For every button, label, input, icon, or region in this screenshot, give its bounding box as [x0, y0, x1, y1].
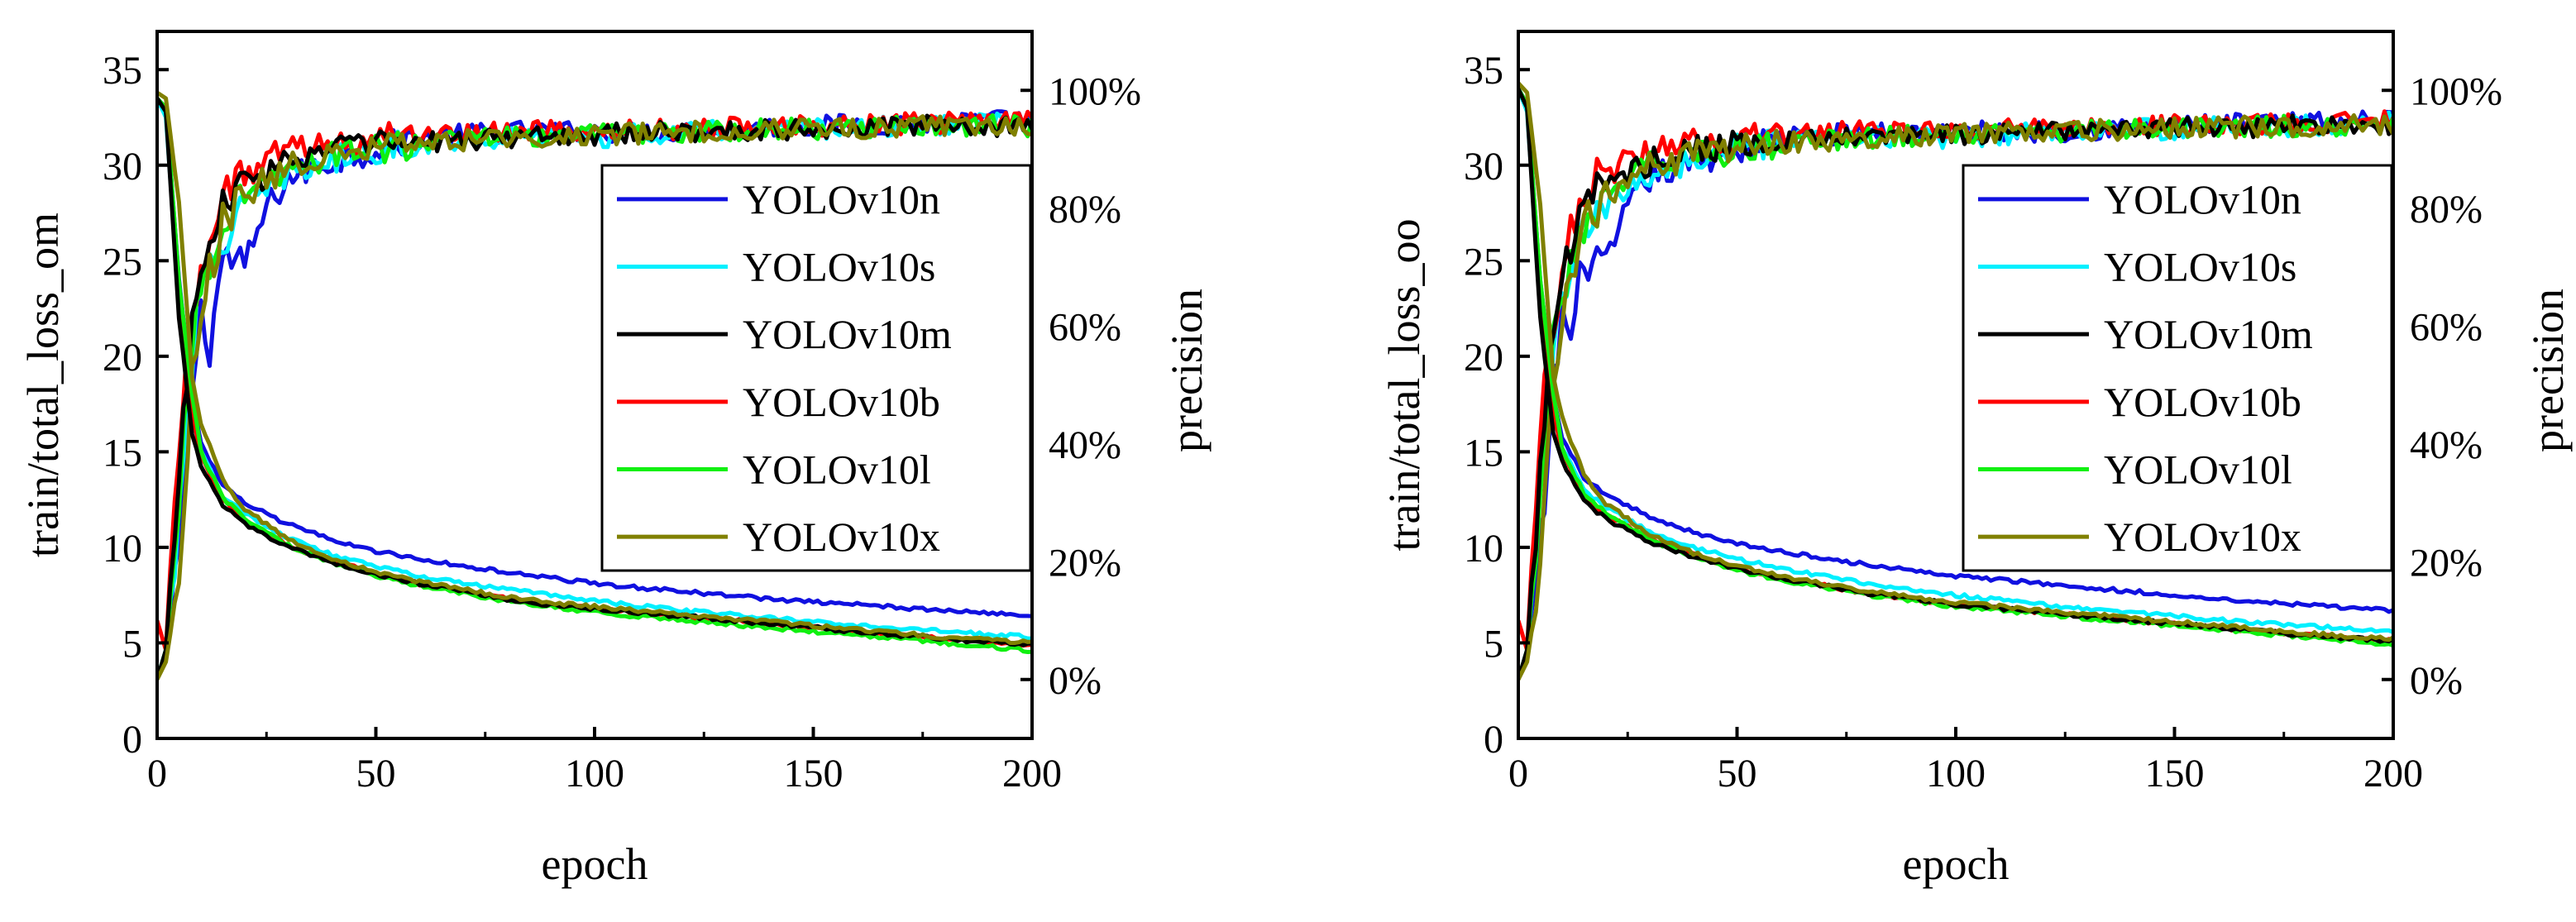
- legend-item: YOLOv10s: [617, 244, 935, 290]
- legend-label: YOLOv10l: [743, 447, 931, 493]
- legend-label: YOLOv10s: [743, 244, 935, 290]
- plot-area: [1518, 81, 2393, 681]
- plot-area: [157, 90, 1032, 681]
- y-left-tick-label: 35: [1464, 49, 1503, 93]
- legend-label: YOLOv10x: [2104, 514, 2301, 560]
- y-right-axis-title: precision: [2523, 289, 2573, 452]
- y-right-tick-label: 80%: [2410, 188, 2483, 232]
- loss-series-line-YOLOv10s: [1518, 88, 2393, 634]
- legend-item: YOLOv10n: [617, 176, 940, 222]
- y-left-tick-label: 15: [1464, 431, 1503, 475]
- y-left-tick-label: 15: [103, 431, 142, 475]
- y-left-tick-label: 25: [1464, 240, 1503, 284]
- legend-item: YOLOv10s: [1978, 244, 2296, 290]
- y-right-tick-label: 100%: [1049, 69, 1141, 113]
- y-left-tick-label: 20: [1464, 336, 1503, 380]
- y-right-tick-label: 80%: [1049, 188, 1121, 232]
- legend-label: YOLOv10x: [743, 514, 940, 560]
- legend-item: YOLOv10x: [1978, 514, 2301, 560]
- y-left-tick-label: 10: [103, 527, 142, 571]
- x-tick-label: 200: [2363, 752, 2423, 795]
- legend-label: YOLOv10n: [743, 176, 940, 222]
- precision-series-line-YOLOv10m: [1518, 113, 2393, 681]
- y-left-tick-label: 5: [122, 622, 142, 666]
- legend-item: YOLOv10l: [1978, 447, 2292, 493]
- y-left-tick-label: 30: [1464, 145, 1503, 189]
- legend: YOLOv10n YOLOv10s YOLOv10m YOLOv10b YOLOv10l…: [1962, 164, 2393, 572]
- y-right-tick-label: 0%: [2410, 659, 2463, 703]
- x-tick-label: 150: [2145, 752, 2205, 795]
- y-right-axis-title: precision: [1162, 289, 1212, 452]
- y-left-axis-title: train/total_loss_om: [18, 213, 68, 557]
- y-left-tick-label: 25: [103, 240, 142, 284]
- x-tick-label: 150: [784, 752, 844, 795]
- legend: YOLOv10n YOLOv10s YOLOv10m YOLOv10b YOLOv10l…: [600, 164, 1032, 572]
- x-tick-label: 50: [356, 752, 396, 795]
- x-tick-label: 50: [1718, 752, 1757, 795]
- loss-series-line-YOLOv10n: [157, 97, 1032, 619]
- legend-box: [600, 164, 1032, 572]
- legend-label: YOLOv10m: [2104, 311, 2313, 357]
- chart-panel-oo: 0 50 100 150 200 0 5 10 15 20 25 30 35 0% 20% 40% 60% 80%…: [1379, 30, 2573, 889]
- legend-item: YOLOv10m: [617, 311, 952, 357]
- x-tick-label: 0: [147, 752, 167, 795]
- legend-item: YOLOv10b: [1978, 379, 2301, 425]
- legend-label: YOLOv10m: [743, 311, 952, 357]
- y-right-tick-label: 0%: [1049, 659, 1102, 703]
- legend-label: YOLOv10n: [2104, 176, 2301, 222]
- legend-label: YOLOv10b: [2104, 379, 2301, 425]
- legend-item: YOLOv10b: [617, 379, 940, 425]
- x-tick-label: 200: [1002, 752, 1062, 795]
- y-left-tick-label: 0: [1484, 718, 1503, 762]
- y-right-tick-label: 20%: [1049, 541, 1121, 585]
- precision-series-line-YOLOv10x: [1518, 112, 2393, 681]
- y-right-tick-label: 60%: [1049, 305, 1121, 349]
- legend-label: YOLOv10b: [743, 379, 940, 425]
- legend-label: YOLOv10s: [2104, 244, 2296, 290]
- y-right-tick-label: 40%: [1049, 423, 1121, 467]
- y-left-tick-label: 10: [1464, 527, 1503, 571]
- precision-series-line-YOLOv10x: [157, 114, 1032, 681]
- loss-series-line-YOLOv10s: [157, 97, 1032, 641]
- x-tick-label: 100: [1926, 752, 1986, 795]
- legend-box: [1962, 164, 2393, 572]
- legend-item: YOLOv10m: [1978, 311, 2313, 357]
- x-axis-title: epoch: [1903, 839, 2010, 889]
- x-tick-label: 100: [565, 752, 624, 795]
- y-right-tick-label: 40%: [2410, 423, 2483, 467]
- y-right-tick-label: 100%: [2410, 69, 2502, 113]
- loss-series-line-YOLOv10x: [1518, 81, 2393, 643]
- chart-panel-om: 0 50 100 150 200 0 5 10 15 20 25 30 35 0% 20% 40% 60% 80%…: [18, 30, 1212, 889]
- y-left-tick-label: 20: [103, 336, 142, 380]
- legend-item: YOLOv10n: [1978, 176, 2301, 222]
- y-left-tick-label: 30: [103, 145, 142, 189]
- y-left-axis-title: train/total_loss_oo: [1379, 219, 1429, 552]
- legend-item: YOLOv10x: [617, 514, 940, 560]
- y-left-tick-label: 5: [1484, 622, 1503, 666]
- loss-series-line-YOLOv10n: [1518, 88, 2393, 614]
- y-left-tick-label: 35: [103, 49, 142, 93]
- y-right-tick-label: 60%: [2410, 305, 2483, 349]
- legend-label: YOLOv10l: [2104, 447, 2292, 493]
- x-axis-title: epoch: [542, 839, 648, 889]
- y-left-tick-label: 0: [122, 718, 142, 762]
- x-tick-label: 0: [1508, 752, 1528, 795]
- loss-series-line-YOLOv10x: [157, 90, 1032, 645]
- y-right-tick-label: 20%: [2410, 541, 2483, 585]
- legend-item: YOLOv10l: [617, 447, 931, 493]
